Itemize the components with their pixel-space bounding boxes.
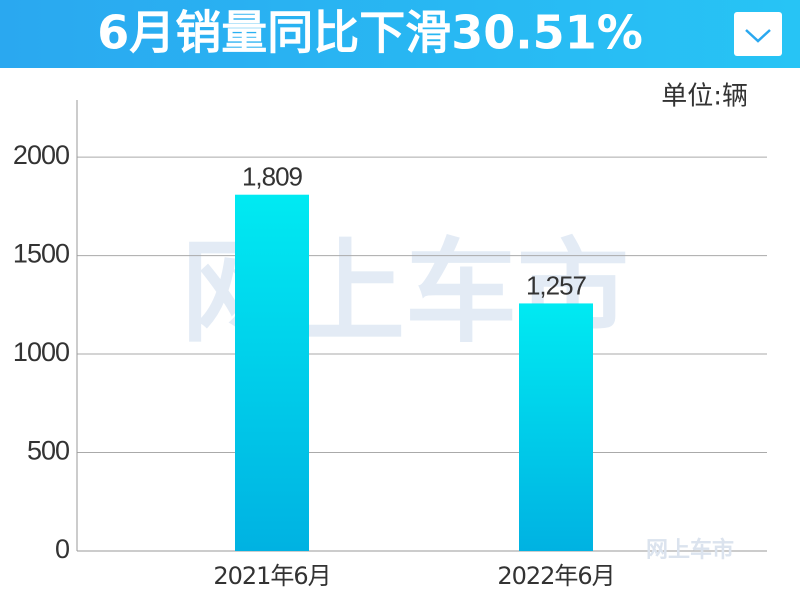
- y-tick-label: 0: [55, 534, 69, 564]
- dropdown-button[interactable]: [734, 12, 782, 56]
- y-tick-label: 500: [27, 436, 69, 466]
- dropdown-icon: [745, 29, 771, 43]
- x-tick-label: 2021年6月: [213, 562, 330, 590]
- watermark-logo: 网上车市: [646, 537, 734, 563]
- x-tick-label: 2022年6月: [497, 562, 614, 590]
- value-label: 1,809: [242, 162, 303, 192]
- unit-label: 单位:辆: [661, 82, 748, 112]
- title-banner: [0, 0, 800, 68]
- value-label: 1,257: [526, 270, 587, 300]
- y-tick-label: 1000: [13, 337, 69, 367]
- y-tick-label: 1500: [13, 239, 69, 269]
- plot-area: [77, 156, 767, 552]
- chart-title: 6月销量同比下滑30.51%: [97, 6, 643, 60]
- bar: [519, 303, 593, 551]
- bar: [235, 194, 309, 551]
- y-tick-label: 2000: [13, 140, 69, 170]
